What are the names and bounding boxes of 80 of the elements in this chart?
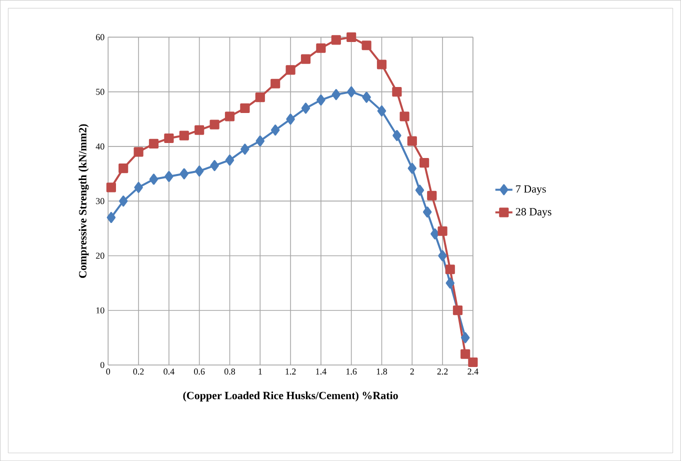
x-tick-label: 2 xyxy=(410,368,414,374)
point xyxy=(430,228,440,240)
point xyxy=(438,226,448,236)
point xyxy=(270,124,280,136)
point xyxy=(118,163,128,174)
point xyxy=(164,133,174,143)
point xyxy=(346,86,356,98)
point xyxy=(460,349,470,359)
x-axis-title: (Copper Loaded Rice Husks/Cement) %Ratio xyxy=(183,391,398,402)
y-tick-label: 30 xyxy=(96,198,104,204)
x-tick-label: 0.8 xyxy=(224,368,236,375)
point xyxy=(255,92,265,102)
point xyxy=(316,43,326,53)
point xyxy=(452,305,463,316)
point xyxy=(392,130,402,141)
x-tick-label: 0.6 xyxy=(194,368,205,375)
point xyxy=(446,277,454,288)
x-tick-label: 1.8 xyxy=(376,368,388,375)
point xyxy=(179,130,189,140)
point xyxy=(194,165,204,176)
y-tick-label: 20 xyxy=(96,252,104,259)
point xyxy=(415,184,424,196)
x-tick-label: 0 xyxy=(106,368,110,375)
point xyxy=(422,206,432,218)
point xyxy=(210,120,220,130)
legend-label: 28 Days xyxy=(516,208,552,218)
point xyxy=(286,65,296,75)
y-tick-label: 40 xyxy=(96,143,104,150)
point xyxy=(427,190,437,200)
point xyxy=(149,174,158,185)
point xyxy=(445,264,455,274)
x-tick-label: 2.2 xyxy=(437,368,448,375)
point xyxy=(148,138,159,148)
point xyxy=(106,182,116,192)
y-tick-label: 50 xyxy=(96,88,104,95)
point xyxy=(301,102,310,114)
x-tick-label: 0.2 xyxy=(133,368,144,375)
x-tick-label: 1.2 xyxy=(286,368,296,375)
x-tick-label: 0.4 xyxy=(164,368,174,375)
y-tick-label: 0 xyxy=(100,362,104,368)
point xyxy=(376,60,387,70)
point xyxy=(362,40,372,50)
point xyxy=(419,158,430,168)
point xyxy=(225,154,234,166)
point xyxy=(224,112,235,122)
point xyxy=(270,78,280,88)
point xyxy=(106,212,116,223)
point xyxy=(134,182,143,193)
point xyxy=(256,135,265,146)
point xyxy=(407,136,417,146)
x-tick-label: 2.4 xyxy=(468,368,478,375)
legend-label: 7 Days xyxy=(516,185,546,195)
point xyxy=(240,144,250,155)
point xyxy=(400,112,410,122)
point xyxy=(210,160,219,172)
point xyxy=(408,162,416,174)
point xyxy=(180,168,189,180)
x-tick-label: 1 xyxy=(258,368,262,374)
point xyxy=(331,35,341,45)
point xyxy=(118,196,128,207)
x-tick-label: 1.6 xyxy=(346,368,357,375)
y-axis-title: Compressive Strength (kN/mm2) xyxy=(78,124,89,278)
point xyxy=(164,170,174,182)
point xyxy=(300,54,311,64)
point xyxy=(316,94,326,106)
point xyxy=(286,114,295,125)
point xyxy=(362,92,371,103)
point xyxy=(332,88,341,100)
point xyxy=(346,32,356,42)
point xyxy=(438,250,447,262)
point xyxy=(194,125,204,135)
x-tick-label: 1.4 xyxy=(316,368,326,375)
point xyxy=(392,86,402,97)
y-tick-label: 10 xyxy=(96,307,104,314)
point xyxy=(468,357,478,367)
point xyxy=(377,105,386,116)
point xyxy=(460,332,470,344)
point xyxy=(240,103,250,113)
y-tick-label: 60 xyxy=(96,34,104,40)
point xyxy=(134,147,144,157)
